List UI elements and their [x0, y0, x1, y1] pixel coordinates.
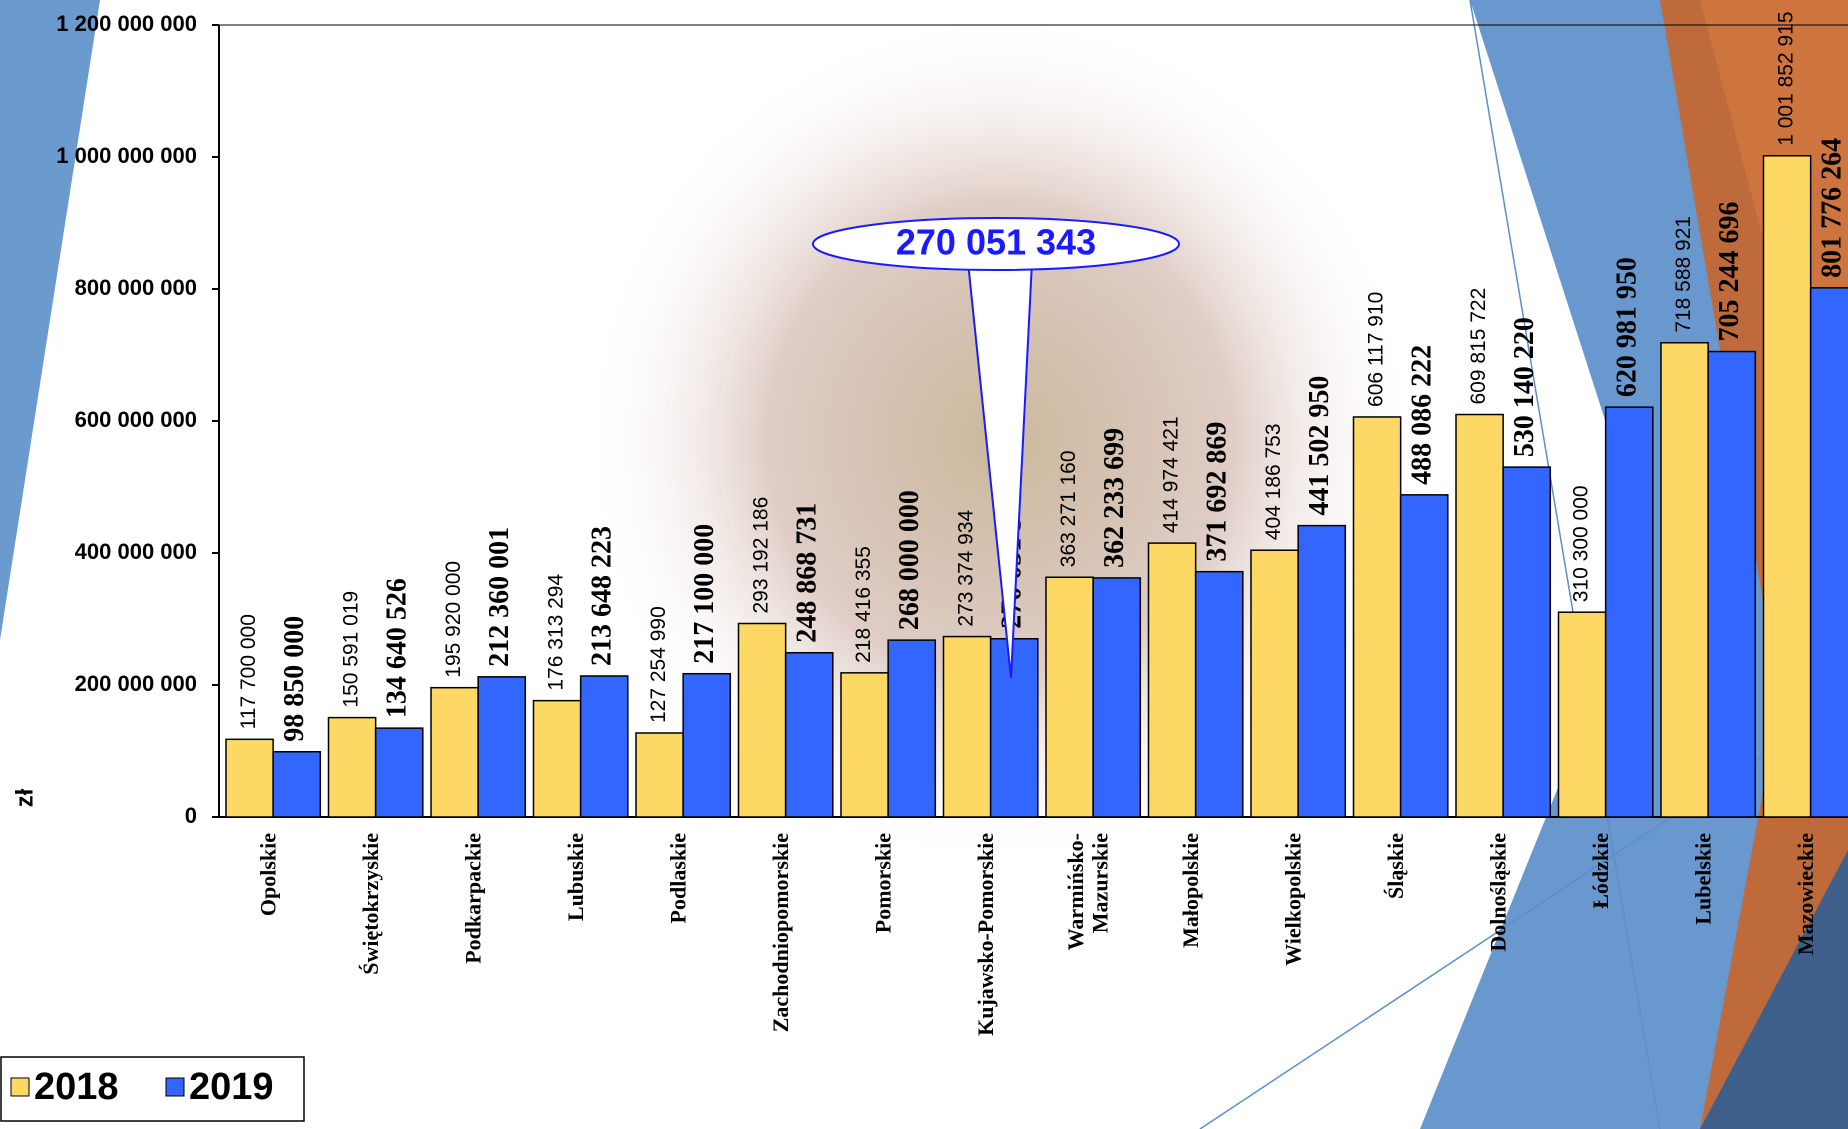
value-label: 218 416 355	[852, 546, 875, 663]
x-tick-label: Małopolskie	[1178, 833, 1203, 948]
bar	[327, 716, 377, 818]
value-label: 176 313 294	[545, 574, 568, 691]
bar	[989, 638, 1039, 818]
value-label: 441 502 950	[1304, 376, 1335, 516]
bar	[1762, 155, 1812, 818]
bar	[1604, 406, 1654, 818]
value-label: 127 254 990	[647, 606, 670, 723]
bar	[1455, 413, 1504, 818]
bar	[1660, 341, 1709, 818]
x-tick-label: Dolnośląskie	[1485, 833, 1510, 952]
x-tick-label: Zachodniopomorskie	[768, 833, 793, 1032]
value-label: 217 100 000	[689, 524, 720, 664]
x-tick-label: Śląskie	[1383, 833, 1408, 899]
value-label: 248 868 731	[792, 503, 823, 643]
y-axis-label: zł	[11, 788, 38, 807]
callout: 270 051 343	[812, 217, 1180, 679]
value-label: 150 591 019	[340, 591, 363, 708]
legend: 2018 2019	[0, 1056, 305, 1122]
value-label: 488 086 222	[1407, 345, 1438, 485]
y-tick-label: 1 000 000 000	[56, 143, 197, 168]
value-label: 705 244 696	[1714, 202, 1745, 342]
value-label: 195 920 000	[442, 561, 465, 678]
value-label: 213 648 223	[587, 526, 618, 666]
x-tick-label: Lubuskie	[563, 833, 588, 921]
x-tick-label: Opolskie	[255, 833, 280, 916]
bar	[1045, 576, 1094, 818]
x-tick-label: Łódzkie	[1588, 833, 1613, 909]
value-label: 273 374 934	[955, 509, 978, 626]
bar	[1809, 287, 1848, 818]
bar	[374, 727, 424, 818]
y-tick-label: 0	[185, 803, 197, 828]
bar	[430, 686, 479, 818]
bar	[1399, 494, 1449, 818]
value-label: 117 700 000	[237, 614, 260, 729]
value-label: 404 186 753	[1262, 423, 1285, 540]
x-tick-label: Podlaskie	[665, 833, 690, 924]
y-tick-label: 200 000 000	[75, 671, 197, 696]
x-tick-label: Świętokrzyskie	[358, 833, 383, 975]
bar	[887, 639, 937, 818]
bar	[579, 675, 629, 818]
annotation: 270 051 343	[896, 222, 1096, 263]
bar	[477, 676, 527, 818]
y-tick-label: 1 200 000 000	[56, 11, 197, 36]
bar	[272, 751, 322, 818]
value-label: 212 360 001	[484, 527, 515, 667]
bar	[1352, 416, 1402, 818]
value-label: 609 815 722	[1467, 288, 1490, 405]
bar	[784, 651, 834, 818]
value-label: 606 117 910	[1365, 292, 1388, 407]
value-label: 371 692 869	[1202, 422, 1233, 562]
value-label: 620 981 950	[1612, 257, 1643, 397]
legend-label: 2019	[189, 1066, 274, 1108]
y-tick-label: 600 000 000	[75, 407, 197, 432]
bar	[840, 672, 889, 818]
x-tick-label: Kujawsko-Pomorskie	[973, 833, 998, 1036]
bar	[1194, 570, 1244, 818]
bar	[682, 672, 732, 818]
x-tick-label: Podkarpackie	[460, 833, 485, 964]
x-tick-label: Lubelskie	[1690, 833, 1715, 925]
value-label: 268 000 000	[894, 490, 925, 630]
bar	[942, 635, 992, 818]
bar	[1092, 577, 1142, 818]
value-label: 98 850 000	[279, 616, 310, 742]
value-label: 414 974 421	[1160, 416, 1183, 533]
bar	[1297, 524, 1347, 818]
value-label: 362 233 699	[1099, 428, 1130, 568]
x-tick-label: Pomorskie	[870, 833, 895, 933]
y-tick-label: 400 000 000	[75, 539, 197, 564]
value-label: 293 192 186	[750, 497, 773, 614]
value-label: 1 001 852 915	[1775, 11, 1798, 145]
bar	[737, 622, 787, 818]
bar	[1250, 549, 1299, 818]
bar	[1557, 611, 1607, 818]
value-label: 310 300 000	[1570, 485, 1593, 602]
bar	[1502, 466, 1552, 818]
value-label: 801 776 264	[1817, 138, 1848, 278]
value-label: 530 140 220	[1509, 317, 1540, 457]
value-label: 718 588 921	[1672, 216, 1695, 333]
value-label: 134 640 526	[382, 578, 413, 718]
bar	[635, 732, 684, 818]
bar	[532, 699, 582, 818]
x-tick-label: Mazowieckie	[1793, 833, 1818, 955]
y-tick-label: 800 000 000	[75, 275, 197, 300]
legend-swatch	[10, 1077, 30, 1097]
legend-label: 2018	[34, 1066, 119, 1108]
bar	[1147, 542, 1197, 818]
x-tick-label: Warmińsko-Mazurskie	[1063, 833, 1112, 951]
x-tick-label: Wielkopolskie	[1280, 833, 1305, 966]
bar	[225, 738, 274, 818]
legend-swatch	[165, 1077, 185, 1097]
bar	[1707, 350, 1757, 818]
value-label: 363 271 160	[1057, 450, 1080, 567]
